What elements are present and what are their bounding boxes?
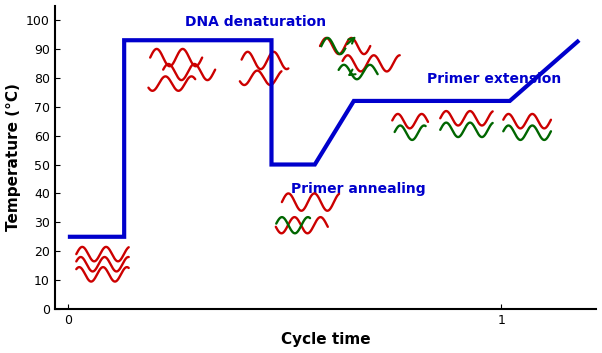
Text: Primer annealing: Primer annealing — [291, 182, 426, 196]
Text: DNA denaturation: DNA denaturation — [185, 15, 326, 29]
Text: Primer extension: Primer extension — [427, 72, 562, 86]
Y-axis label: Temperature (°C): Temperature (°C) — [5, 83, 20, 231]
X-axis label: Cycle time: Cycle time — [281, 333, 370, 347]
